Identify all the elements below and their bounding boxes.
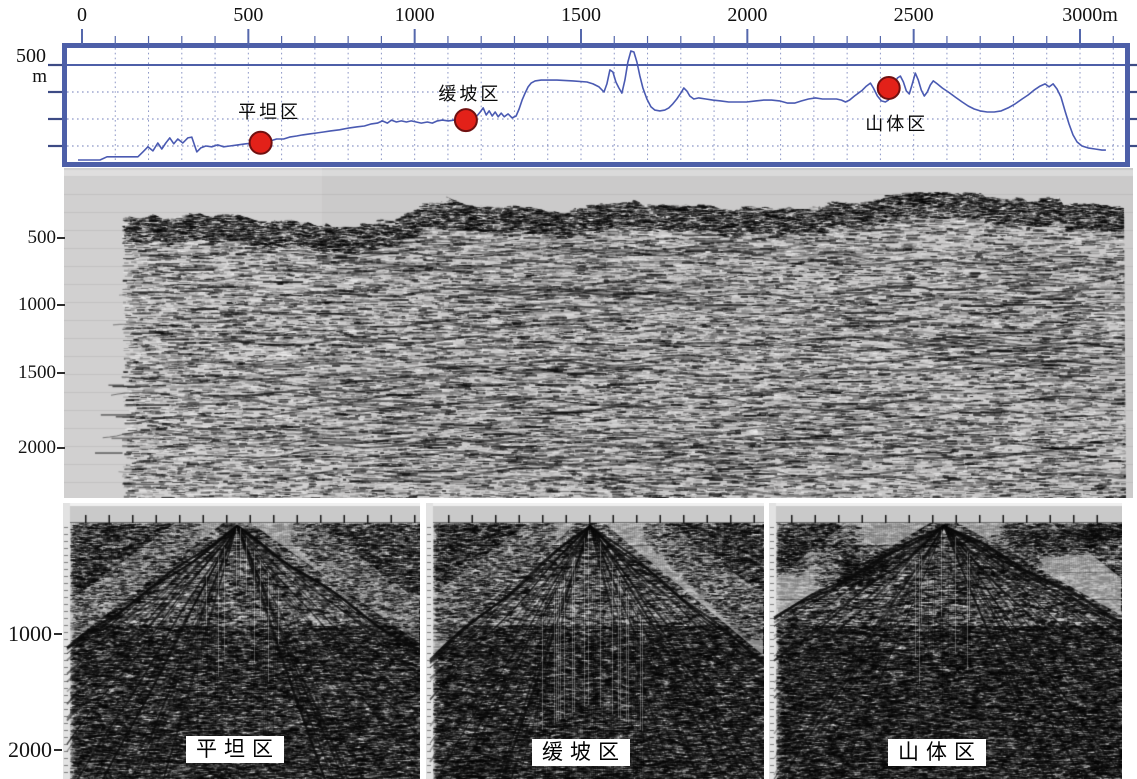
mid-depth-label-2000: 2000 — [18, 437, 56, 458]
shot-depth-label-2000: 2000 — [8, 737, 52, 762]
y-axis-label-unit: m — [32, 66, 47, 87]
shot-gather-slope-area-canvas — [426, 503, 764, 779]
panel-label-slope-area: 缓坡区 — [532, 739, 630, 766]
x-axis-label: 0 — [77, 4, 87, 26]
site-marker — [453, 108, 478, 133]
site-marker — [876, 75, 901, 100]
mid-depth-label-1000: 1000 — [18, 294, 56, 315]
x-axis-label: 3000m — [1062, 4, 1118, 26]
x-axis-label: 1500 — [561, 4, 601, 26]
mid-depth-label-1500: 1500 — [18, 362, 56, 383]
x-axis-label: 1000 — [395, 4, 435, 26]
site-marker-label: 平坦区 — [238, 102, 301, 122]
mid-depth-tick — [57, 447, 65, 449]
shot-depth-label-1000: 1000 — [8, 621, 52, 646]
shot-gather-flat-area-canvas — [63, 503, 420, 779]
seismic-section-canvas — [64, 168, 1133, 498]
mid-depth-tick — [57, 304, 65, 306]
x-axis-label: 2000 — [727, 4, 767, 26]
mid-depth-label-500: 500 — [27, 227, 57, 248]
site-marker-label: 山体区 — [865, 114, 928, 134]
y-axis-label-value: 500 — [16, 45, 46, 67]
shot-depth-tick — [54, 633, 62, 635]
x-axis-label: 500 — [233, 4, 263, 26]
x-axis-label: 2500 — [894, 4, 934, 26]
elevation-profile-line — [78, 50, 1106, 161]
shot-depth-tick — [54, 749, 62, 751]
panel-label-flat-area: 平坦区 — [186, 736, 284, 763]
mid-depth-tick — [57, 237, 65, 239]
site-marker-label: 缓坡区 — [438, 84, 501, 104]
mid-depth-tick — [57, 372, 65, 374]
site-marker — [248, 130, 273, 155]
shot-gather-mountain-area-canvas — [769, 503, 1122, 779]
panel-label-mountain-area: 山体区 — [888, 739, 986, 766]
